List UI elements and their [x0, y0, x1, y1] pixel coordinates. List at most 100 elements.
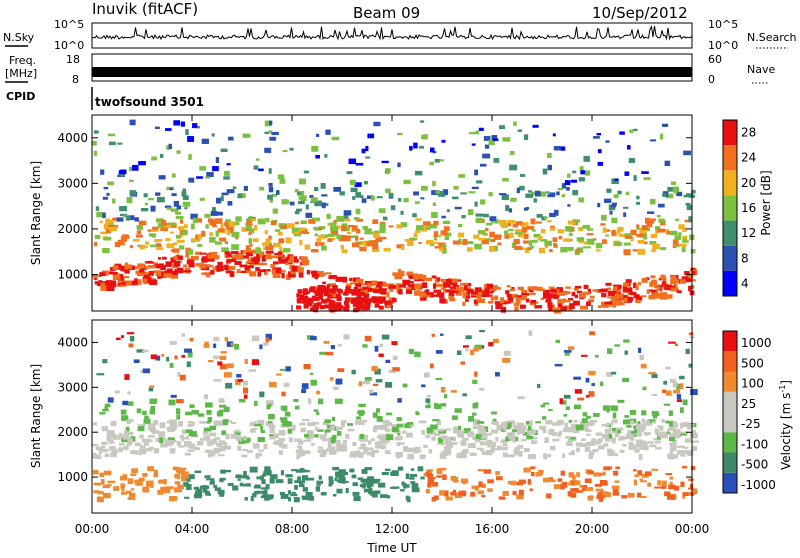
echo-cell [385, 168, 391, 174]
echo-cell [683, 194, 692, 198]
echo-cell [332, 434, 337, 440]
echo-cell [478, 428, 486, 435]
echo-cell [688, 332, 694, 336]
x-tick-label: 04:00 [175, 522, 210, 536]
echo-cell [641, 410, 647, 416]
echo-cell [333, 426, 338, 431]
echo-cell [543, 478, 551, 483]
echo-cell [637, 426, 645, 429]
echo-cell [481, 495, 486, 498]
echo-cell [560, 483, 565, 490]
echo-cell [471, 143, 476, 146]
echo-cell [169, 423, 178, 429]
power-frame [91, 114, 693, 312]
echo-cell [268, 424, 276, 427]
echo-cell [271, 269, 279, 275]
echo-cell [502, 358, 511, 363]
echo-cell [439, 490, 445, 496]
echo-cell [208, 450, 216, 457]
echo-cell [499, 219, 507, 226]
echo-cell [433, 220, 439, 226]
echo-cell [526, 435, 534, 440]
echo-cell [235, 216, 242, 222]
echo-cell [269, 434, 274, 437]
echo-cell [129, 190, 137, 196]
echo-cell [128, 343, 134, 348]
time-x-axis: 00:00 04:00 08:00 12:00 16:00 20:00 00:00 [75, 115, 709, 536]
echo-cell [329, 377, 334, 381]
echo-cell [93, 422, 98, 426]
echo-cell [592, 449, 599, 453]
echo-cell [305, 212, 313, 218]
echo-cell [274, 229, 281, 232]
echo-cell [156, 196, 165, 203]
echo-cell [149, 385, 155, 388]
echo-cell [196, 440, 204, 446]
echo-cell [300, 427, 306, 433]
echo-cell [462, 345, 469, 348]
echo-cell [327, 238, 333, 243]
echo-cell [391, 424, 396, 428]
echo-cell [171, 193, 177, 197]
echo-cell [373, 234, 381, 238]
colorbar-segment [723, 270, 737, 296]
echo-cell [244, 267, 250, 274]
velocity-colorbar-label-superscript: -1 [778, 385, 787, 393]
echo-cell [668, 437, 675, 442]
echo-cell [347, 423, 354, 426]
echo-cell [397, 442, 405, 445]
echo-cell [453, 426, 458, 433]
echo-cell [448, 293, 454, 300]
echo-cell [224, 254, 228, 258]
echo-cell [527, 425, 532, 431]
echo-cell [324, 153, 328, 158]
echo-cell [549, 445, 556, 451]
echo-cell [237, 256, 244, 260]
echo-cell [679, 279, 686, 284]
echo-cell [213, 447, 220, 453]
echo-cell [301, 389, 307, 393]
echo-cell [182, 201, 191, 207]
echo-cell [466, 288, 474, 294]
echo-cell [114, 242, 121, 248]
echo-cell [504, 301, 511, 304]
echo-cell [476, 180, 483, 184]
echo-cell [535, 471, 540, 477]
echo-cell [241, 226, 245, 232]
echo-cell [345, 433, 350, 439]
echo-cell [414, 351, 421, 358]
echo-cell [504, 230, 509, 236]
echo-cell [397, 466, 404, 471]
echo-cell [443, 226, 450, 232]
echo-cell [375, 236, 383, 242]
echo-cell [517, 396, 525, 400]
echo-cell [297, 192, 302, 195]
echo-cell [215, 211, 223, 216]
echo-cell [293, 398, 299, 402]
echo-cell [413, 290, 421, 296]
echo-cell [530, 471, 535, 477]
echo-cell [437, 442, 445, 446]
echo-cell [597, 492, 602, 498]
echo-cell [680, 431, 688, 435]
echo-cell [361, 198, 367, 203]
echo-cell [315, 154, 321, 159]
echo-cell [113, 436, 121, 440]
echo-cell [631, 430, 636, 434]
echo-cell [665, 420, 670, 424]
echo-cell [329, 425, 335, 431]
echo-cell [255, 158, 260, 161]
echo-cell [359, 291, 365, 296]
echo-cell [268, 235, 272, 240]
echo-cell [355, 288, 361, 293]
echo-cell [318, 242, 325, 246]
echo-cell [513, 302, 520, 307]
echo-cell [513, 452, 521, 456]
echo-cell [478, 237, 487, 241]
echo-cell [280, 418, 288, 423]
echo-cell [345, 488, 349, 493]
echo-cell [130, 473, 137, 477]
echo-cell [619, 435, 625, 441]
echo-cell [269, 478, 275, 484]
echo-cell [159, 271, 165, 275]
